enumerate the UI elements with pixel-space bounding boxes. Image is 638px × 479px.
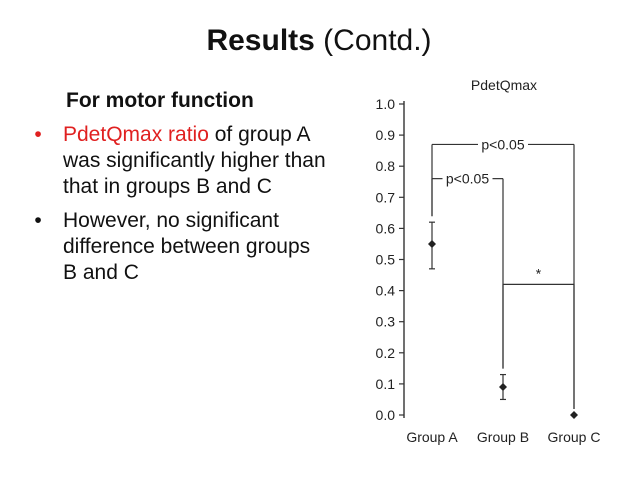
bullet-item-2: • However, no significant difference bet…	[28, 208, 328, 286]
bracket-label: p<0.05	[481, 136, 524, 152]
bullet-marker: •	[34, 123, 42, 146]
y-tick-label: 0.4	[376, 283, 396, 299]
slide-title: Results (Contd.)	[0, 22, 638, 60]
y-tick-label: 0.8	[376, 158, 396, 174]
y-tick-label: 1.0	[376, 96, 396, 112]
slide-title-bold: Results	[206, 24, 315, 57]
x-category-label: Group B	[477, 429, 529, 445]
y-tick-label: 0.5	[376, 252, 396, 268]
y-tick-label: 0.0	[376, 407, 396, 423]
y-tick-label: 0.7	[376, 189, 396, 205]
bullet-1-highlight: PdetQmax ratio	[63, 123, 209, 146]
y-tick-label: 0.6	[376, 220, 396, 236]
slide-title-rest: (Contd.)	[314, 24, 432, 57]
data-point-group-a	[428, 239, 436, 248]
data-point-group-b	[499, 383, 507, 392]
bullet-2-text: However, no significant difference betwe…	[63, 209, 311, 284]
y-tick-label: 0.3	[376, 314, 396, 330]
bullet-list: • PdetQmax ratio of group A was signific…	[28, 122, 328, 294]
bullet-marker: •	[34, 209, 42, 232]
chart: PdetQmax 0.0 0.1 0.2 0.3 0.4 0.5 0.6 0.7 0.8 0.9 1…	[376, 77, 601, 445]
bullet-1-text: of group A was significantly higher than…	[63, 123, 326, 198]
chart-container: PdetQmax 0.0 0.1 0.2 0.3 0.4 0.5 0.6 0.7 0.8 0.9 1…	[348, 70, 633, 475]
data-point-group-c	[570, 411, 578, 419]
bracket-label: p<0.05	[446, 171, 489, 187]
y-tick-label: 0.2	[376, 345, 396, 361]
bullet-item-1: • PdetQmax ratio of group A was signific…	[28, 122, 328, 200]
bracket-label: *	[536, 265, 542, 281]
x-category-label: Group A	[406, 429, 458, 445]
x-category-label: Group C	[548, 429, 601, 445]
chart-title: PdetQmax	[471, 77, 537, 93]
y-tick-label: 0.9	[376, 127, 396, 143]
y-tick-label: 0.1	[376, 376, 396, 392]
subheading: For motor function	[66, 89, 254, 112]
